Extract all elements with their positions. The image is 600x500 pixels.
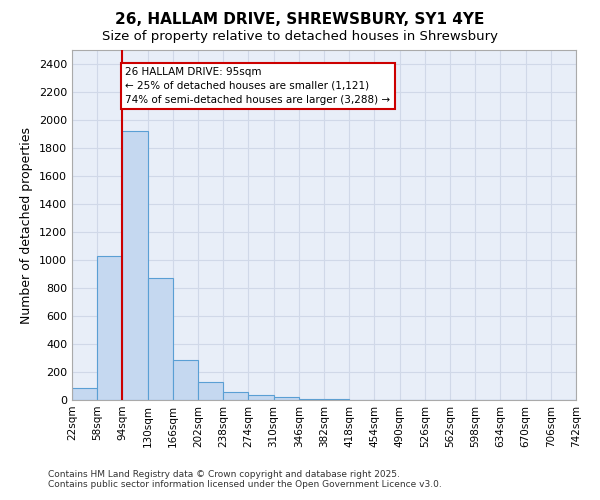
Text: Size of property relative to detached houses in Shrewsbury: Size of property relative to detached ho… — [102, 30, 498, 43]
Bar — [198, 382, 223, 400]
Bar — [97, 256, 122, 400]
Y-axis label: Number of detached properties: Number of detached properties — [20, 126, 34, 324]
Bar — [223, 392, 248, 400]
Text: 26, HALLAM DRIVE, SHREWSBURY, SY1 4YE: 26, HALLAM DRIVE, SHREWSBURY, SY1 4YE — [115, 12, 485, 28]
Bar — [299, 398, 324, 400]
Bar — [148, 278, 173, 400]
Bar — [274, 397, 299, 400]
Bar — [248, 395, 274, 400]
Bar — [122, 131, 148, 400]
Bar — [72, 388, 97, 400]
Text: 26 HALLAM DRIVE: 95sqm
← 25% of detached houses are smaller (1,121)
74% of semi-: 26 HALLAM DRIVE: 95sqm ← 25% of detached… — [125, 67, 391, 105]
Bar — [173, 360, 198, 400]
Text: Contains HM Land Registry data © Crown copyright and database right 2025.
Contai: Contains HM Land Registry data © Crown c… — [48, 470, 442, 489]
